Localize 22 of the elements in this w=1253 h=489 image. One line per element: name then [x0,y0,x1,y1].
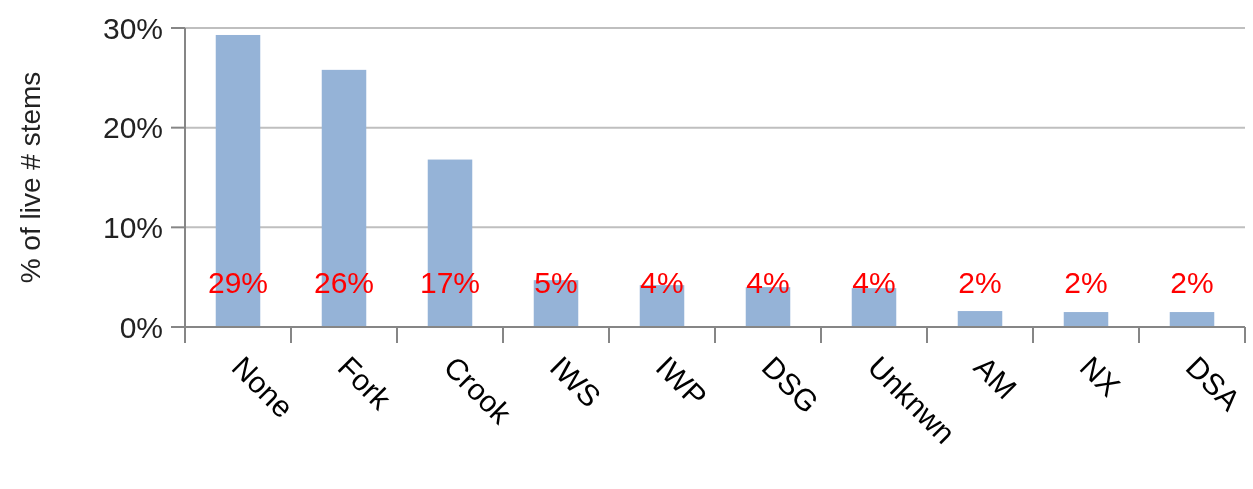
data-label: 5% [534,266,578,299]
data-label: 4% [640,266,684,299]
x-tick-label: AM [967,349,1023,406]
data-label: 2% [1064,266,1108,299]
data-label: 29% [207,266,269,299]
y-axis-title: % of live # stems [15,71,46,284]
data-label: 4% [746,266,790,299]
bar [1063,312,1109,327]
y-tick-label: 30% [102,11,163,45]
y-tick-label: 20% [102,111,163,145]
data-label: 26% [313,266,375,299]
data-label: 2% [958,266,1002,299]
data-label: 2% [1170,266,1214,299]
x-tick-label: IWS [543,349,608,414]
x-tick-label: NX [1073,349,1127,403]
data-label: 17% [419,266,481,299]
x-tick-label: IWP [649,349,714,414]
bar [1169,312,1215,327]
y-tick-label: 10% [102,210,163,244]
data-label: 4% [852,266,896,299]
bar [957,311,1003,327]
y-tick-label: 0% [119,310,163,344]
